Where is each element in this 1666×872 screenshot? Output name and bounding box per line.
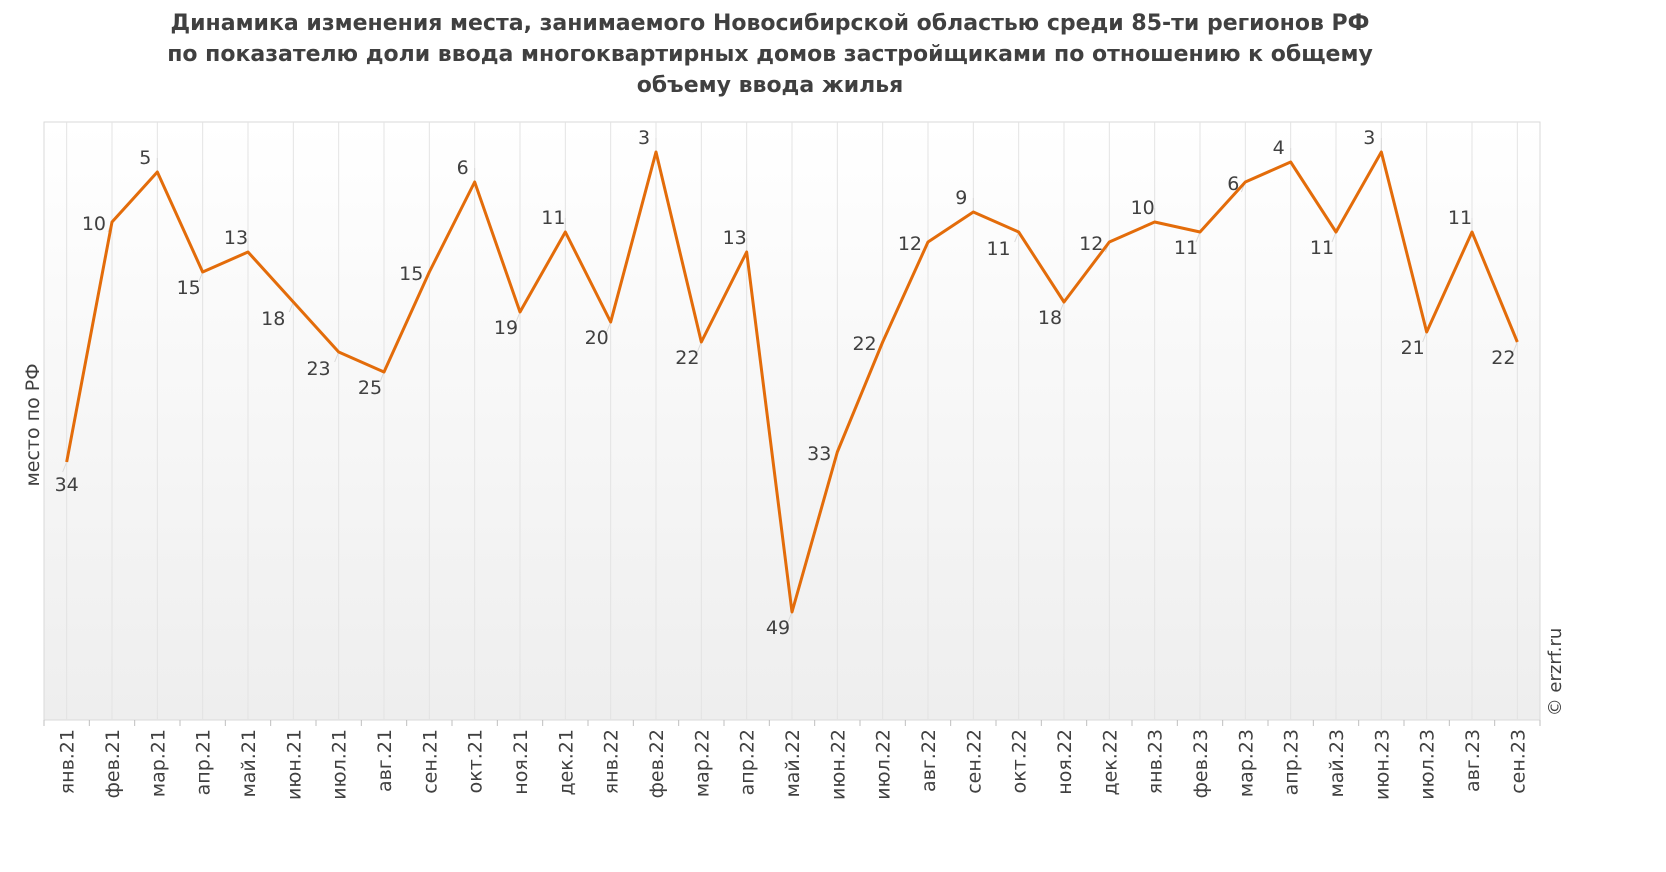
chart-title-line-1: Динамика изменения места, занимаемого Но… xyxy=(170,11,1370,36)
label-leader xyxy=(696,341,702,353)
data-label: 6 xyxy=(1227,173,1239,195)
x-tick-label: авг.21 xyxy=(374,729,396,792)
x-tick-label: янв.21 xyxy=(57,729,79,794)
x-tick-label: мар.21 xyxy=(147,729,169,797)
data-label: 3 xyxy=(638,127,650,149)
label-leader xyxy=(379,371,385,383)
label-leader xyxy=(1422,331,1428,343)
label-leader xyxy=(334,351,340,363)
x-tick-label: мар.22 xyxy=(691,729,713,797)
data-label: 13 xyxy=(723,227,747,249)
x-tick-label: июл.22 xyxy=(873,729,895,800)
x-tick-label: фев.22 xyxy=(646,729,668,798)
label-leader xyxy=(288,301,294,313)
credit-text: © erzrf.ru xyxy=(1545,628,1566,717)
x-tick-label: июл.23 xyxy=(1417,729,1439,800)
x-tick-label: янв.22 xyxy=(601,729,623,794)
data-label: 21 xyxy=(1401,337,1425,359)
data-label: 22 xyxy=(1491,347,1515,369)
label-leader xyxy=(606,321,612,333)
data-label: 10 xyxy=(1131,197,1155,219)
series-line xyxy=(65,150,1519,614)
label-leader xyxy=(1331,231,1337,243)
data-label: 5 xyxy=(139,147,151,169)
x-tick-label: май.21 xyxy=(238,729,260,798)
label-leader xyxy=(1195,231,1201,243)
data-label: 12 xyxy=(1079,233,1103,255)
data-label: 11 xyxy=(1448,207,1472,229)
x-tick-label: дек.21 xyxy=(555,729,577,796)
data-label: 23 xyxy=(306,358,330,380)
x-tick-label: дек.22 xyxy=(1099,729,1121,796)
label-leader xyxy=(787,611,793,623)
data-label: 13 xyxy=(224,227,248,249)
data-label: 18 xyxy=(261,308,285,330)
data-label: 25 xyxy=(358,377,382,399)
x-tick-label: окт.21 xyxy=(465,729,487,793)
data-label: 15 xyxy=(177,277,201,299)
data-label: 33 xyxy=(807,443,831,465)
data-label: 19 xyxy=(494,317,518,339)
x-tick-label: сен.21 xyxy=(419,729,441,794)
chart-title-line-3: объему ввода жилья xyxy=(636,73,904,98)
data-label: 11 xyxy=(541,207,565,229)
data-label: 4 xyxy=(1273,137,1285,159)
x-tick-label: авг.22 xyxy=(918,729,940,792)
data-label: 11 xyxy=(1310,237,1334,259)
x-tick-label: янв.23 xyxy=(1145,729,1167,794)
data-label: 22 xyxy=(852,333,876,355)
x-tick-label: сен.23 xyxy=(1507,729,1529,794)
label-leader xyxy=(515,311,521,323)
x-tick-label: авг.23 xyxy=(1462,729,1484,792)
x-tick-label: фев.21 xyxy=(102,729,124,798)
x-tick-label: мар.23 xyxy=(1235,729,1257,797)
x-tick-label: фев.23 xyxy=(1190,729,1212,798)
data-label: 10 xyxy=(82,213,106,235)
data-label: 18 xyxy=(1038,307,1062,329)
data-label: 20 xyxy=(585,327,609,349)
chart-title: Динамика изменения места, занимаемого Но… xyxy=(0,8,1540,101)
label-leaders xyxy=(62,138,1518,623)
x-tick-label: май.23 xyxy=(1326,729,1348,798)
x-tick-label: ноя.22 xyxy=(1054,729,1076,795)
data-label: 15 xyxy=(399,263,423,285)
x-tick-label: апр.23 xyxy=(1281,729,1303,795)
data-label: 3 xyxy=(1363,127,1375,149)
y-axis-label: место по РФ xyxy=(22,363,44,486)
x-tick-label: июл.21 xyxy=(329,729,351,800)
x-tick-label: июн.22 xyxy=(827,729,849,800)
label-leader xyxy=(198,271,204,283)
data-label: 11 xyxy=(1174,237,1198,259)
data-label: 11 xyxy=(986,238,1010,260)
data-label: 12 xyxy=(898,233,922,255)
data-label: 6 xyxy=(457,157,469,179)
x-tick-label: май.22 xyxy=(782,729,804,798)
label-leader xyxy=(62,461,68,473)
x-tick-label: сен.22 xyxy=(963,729,985,794)
x-tick-label: ноя.21 xyxy=(510,729,532,795)
data-label: 49 xyxy=(766,617,790,639)
label-leader xyxy=(1512,341,1518,353)
chart-title-line-2: по показателю доли ввода многоквартирных… xyxy=(167,42,1373,67)
x-tick-label: июн.23 xyxy=(1371,729,1393,800)
x-axis-ticks xyxy=(43,720,1541,726)
data-label: 9 xyxy=(955,187,967,209)
label-leader xyxy=(1059,301,1065,313)
data-label: 22 xyxy=(675,347,699,369)
data-label: 34 xyxy=(55,474,79,496)
x-tick-label: апр.22 xyxy=(737,729,759,795)
x-tick-label: окт.22 xyxy=(1009,729,1031,793)
x-tick-label: апр.21 xyxy=(193,729,215,795)
data-labels: 3410515131823251561911203221349332212911… xyxy=(55,127,1516,639)
x-axis-labels: янв.21 фев.21 мар.21 апр.21 май.21 июн.21 июл.… xyxy=(57,729,1530,800)
x-tick-label: июн.21 xyxy=(283,729,305,800)
